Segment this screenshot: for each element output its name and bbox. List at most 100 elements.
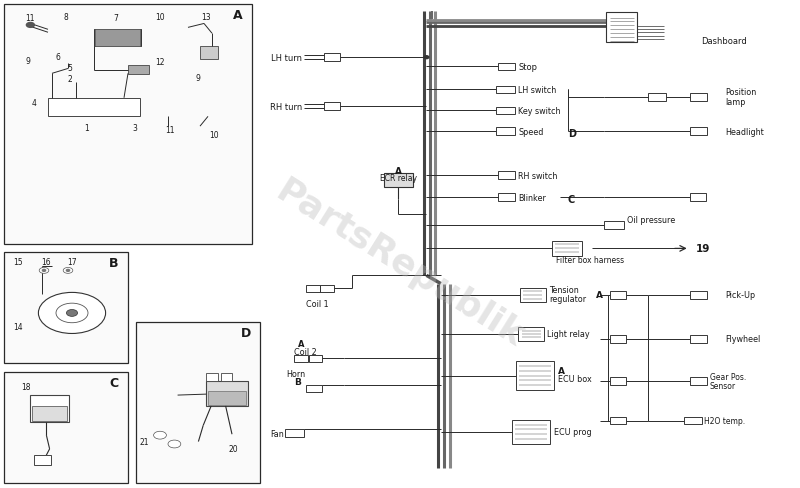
FancyBboxPatch shape	[606, 13, 637, 43]
FancyBboxPatch shape	[320, 285, 334, 292]
Circle shape	[42, 270, 46, 272]
Text: 1: 1	[84, 123, 89, 132]
FancyBboxPatch shape	[496, 86, 515, 94]
FancyBboxPatch shape	[208, 391, 246, 405]
FancyBboxPatch shape	[690, 291, 707, 299]
Text: 6: 6	[55, 53, 60, 62]
Text: 8: 8	[63, 13, 68, 21]
Circle shape	[168, 440, 181, 448]
FancyBboxPatch shape	[520, 288, 546, 303]
Text: Horn: Horn	[286, 369, 306, 378]
FancyBboxPatch shape	[94, 30, 141, 47]
Text: A: A	[298, 340, 305, 348]
FancyBboxPatch shape	[690, 335, 707, 343]
Text: 7: 7	[114, 14, 118, 23]
Circle shape	[56, 304, 88, 323]
Text: Filter box harness: Filter box harness	[556, 255, 624, 264]
Text: B: B	[294, 378, 302, 386]
Text: Blinker: Blinker	[518, 193, 546, 202]
Text: C: C	[109, 376, 118, 389]
Text: PartsRepublik: PartsRepublik	[270, 174, 530, 353]
Text: 21: 21	[139, 437, 149, 446]
FancyBboxPatch shape	[128, 65, 149, 75]
Circle shape	[38, 293, 106, 334]
FancyBboxPatch shape	[684, 417, 702, 425]
Circle shape	[154, 431, 166, 439]
Text: D: D	[568, 129, 576, 139]
FancyBboxPatch shape	[610, 378, 626, 386]
Text: 4: 4	[31, 99, 36, 108]
Text: 5: 5	[67, 64, 72, 73]
FancyBboxPatch shape	[4, 252, 128, 364]
Text: 13: 13	[201, 13, 210, 21]
Text: D: D	[241, 326, 250, 339]
Text: A: A	[395, 166, 402, 175]
Circle shape	[39, 268, 49, 274]
FancyBboxPatch shape	[32, 407, 67, 421]
FancyBboxPatch shape	[4, 5, 252, 244]
Text: Coil 2: Coil 2	[294, 347, 317, 356]
Text: lamp: lamp	[726, 98, 746, 107]
FancyBboxPatch shape	[200, 47, 218, 60]
Text: 11: 11	[26, 14, 35, 23]
Text: 12: 12	[155, 58, 165, 67]
FancyBboxPatch shape	[30, 395, 69, 422]
Text: 9: 9	[195, 74, 200, 82]
Text: B: B	[109, 257, 118, 269]
Text: ECU prog: ECU prog	[554, 427, 591, 436]
Text: Sensor: Sensor	[710, 381, 736, 390]
Text: LH turn: LH turn	[271, 54, 302, 62]
FancyBboxPatch shape	[496, 107, 515, 115]
Text: RH switch: RH switch	[518, 171, 558, 180]
Text: 9: 9	[26, 57, 30, 65]
Text: RH turn: RH turn	[270, 102, 302, 111]
Text: Dashboard: Dashboard	[701, 37, 747, 45]
FancyBboxPatch shape	[516, 361, 554, 390]
FancyBboxPatch shape	[221, 373, 232, 382]
FancyBboxPatch shape	[285, 429, 304, 437]
Text: 19: 19	[696, 244, 710, 254]
FancyBboxPatch shape	[498, 63, 515, 71]
Text: 14: 14	[13, 323, 22, 331]
FancyBboxPatch shape	[294, 355, 308, 362]
Text: 10: 10	[155, 13, 165, 21]
Text: Tension: Tension	[549, 286, 578, 295]
FancyBboxPatch shape	[610, 417, 626, 425]
Circle shape	[26, 23, 34, 28]
Text: 10: 10	[210, 131, 219, 140]
Circle shape	[66, 270, 70, 272]
Text: 18: 18	[21, 383, 30, 391]
Text: 2: 2	[67, 75, 72, 83]
FancyBboxPatch shape	[648, 94, 666, 102]
FancyBboxPatch shape	[309, 355, 322, 362]
FancyBboxPatch shape	[518, 327, 544, 341]
Text: Fan: Fan	[270, 429, 284, 438]
Circle shape	[63, 268, 73, 274]
FancyBboxPatch shape	[206, 382, 248, 406]
Text: 3: 3	[132, 123, 137, 132]
FancyBboxPatch shape	[690, 128, 707, 136]
Text: A: A	[596, 291, 603, 300]
FancyBboxPatch shape	[136, 322, 260, 483]
FancyBboxPatch shape	[690, 378, 707, 386]
Text: Pick-Up: Pick-Up	[726, 291, 756, 300]
FancyBboxPatch shape	[306, 285, 320, 292]
FancyBboxPatch shape	[48, 99, 140, 117]
Text: C: C	[568, 195, 575, 204]
FancyBboxPatch shape	[552, 241, 582, 257]
FancyBboxPatch shape	[34, 455, 51, 465]
FancyBboxPatch shape	[610, 335, 626, 343]
FancyBboxPatch shape	[690, 194, 706, 202]
FancyBboxPatch shape	[95, 30, 140, 47]
FancyBboxPatch shape	[604, 221, 624, 230]
FancyBboxPatch shape	[690, 94, 707, 102]
Text: 11: 11	[165, 126, 174, 135]
Text: Headlight: Headlight	[726, 127, 764, 136]
Text: Light relay: Light relay	[547, 330, 590, 339]
Text: Oil pressure: Oil pressure	[627, 215, 675, 224]
Text: LH switch: LH switch	[518, 86, 557, 95]
Text: 15: 15	[13, 258, 22, 266]
FancyBboxPatch shape	[4, 372, 128, 483]
Text: Stop: Stop	[518, 63, 538, 72]
Text: ECU box: ECU box	[558, 375, 591, 384]
